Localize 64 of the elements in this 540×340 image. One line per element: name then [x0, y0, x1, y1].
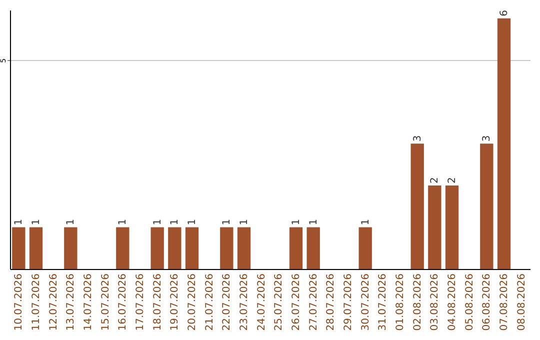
x-tick-label: 04.08.2026	[447, 274, 458, 331]
x-tick-label: 27.07.2026	[308, 274, 320, 331]
bar	[445, 185, 459, 269]
x-tick-label: 25.07.2026	[274, 274, 285, 331]
bar	[185, 227, 199, 269]
data-label: 2	[430, 177, 441, 184]
bar	[116, 227, 130, 269]
data-label: 1	[152, 218, 164, 226]
bar	[480, 144, 494, 269]
x-tick-label: 14.07.2026	[83, 274, 94, 331]
x-tick-label: 19.07.2026	[170, 274, 181, 331]
data-label: 3	[482, 135, 493, 142]
data-label: 1	[31, 218, 42, 226]
data-label: 6	[499, 10, 510, 16]
x-tick-label: 13.07.2026	[66, 274, 77, 331]
x-tick-label: 07.08.2026	[499, 274, 510, 331]
bar	[220, 227, 234, 269]
x-tick-label: 18.07.2026	[152, 274, 164, 331]
data-label: 1	[222, 218, 233, 226]
x-tick-label: 16.07.2026	[118, 274, 129, 331]
x-tick-label: 20.07.2026	[187, 274, 198, 331]
x-tick-label: 26.07.2026	[291, 274, 302, 331]
bar	[64, 227, 78, 269]
data-label: 2	[447, 177, 458, 184]
bar	[150, 227, 164, 269]
bar	[306, 227, 320, 269]
x-tick-label: 31.07.2026	[378, 274, 389, 331]
bar	[358, 227, 372, 269]
x-tick-label: 22.07.2026	[222, 274, 233, 331]
bar	[237, 227, 251, 269]
bar	[410, 144, 424, 269]
x-tick-label: 01.08.2026	[395, 274, 406, 331]
x-tick-label: 10.07.2026	[14, 274, 25, 331]
bar	[168, 227, 182, 269]
x-tick-label: 30.07.2026	[360, 274, 372, 331]
bar	[428, 185, 442, 269]
x-tick-label: 03.08.2026	[430, 274, 441, 331]
data-label: 1	[66, 218, 77, 226]
x-tick-label: 02.08.2026	[412, 274, 424, 331]
x-tick-label: 11.07.2026	[31, 274, 42, 331]
x-tick-label: 15.07.2026	[100, 274, 112, 331]
x-tick-label: 08.08.2026	[516, 274, 528, 331]
data-label: 1	[308, 218, 320, 226]
x-tick-label: 23.07.2026	[239, 274, 250, 331]
data-label: 3	[412, 135, 424, 142]
bar	[497, 18, 511, 269]
x-tick-label: 21.07.2026	[204, 274, 216, 331]
x-tick-label: 24.07.2026	[256, 274, 268, 331]
data-label: 1	[14, 218, 25, 226]
x-tick-label: 28.07.2026	[326, 274, 337, 331]
x-tick-label: 29.07.2026	[343, 274, 354, 331]
x-tick-label: 05.08.2026	[464, 274, 476, 331]
x-tick-label: 12.07.2026	[48, 274, 60, 331]
bar	[29, 227, 43, 269]
data-label: 1	[170, 218, 181, 226]
data-label: 1	[187, 218, 198, 226]
data-label: 1	[291, 218, 302, 226]
bar	[12, 227, 26, 269]
data-label: 1	[360, 218, 372, 226]
x-tick-label: 06.08.2026	[482, 274, 493, 331]
x-tick-label: 17.07.2026	[135, 274, 146, 331]
bar	[289, 227, 303, 269]
data-label: 1	[239, 218, 250, 226]
data-label: 1	[118, 218, 129, 226]
